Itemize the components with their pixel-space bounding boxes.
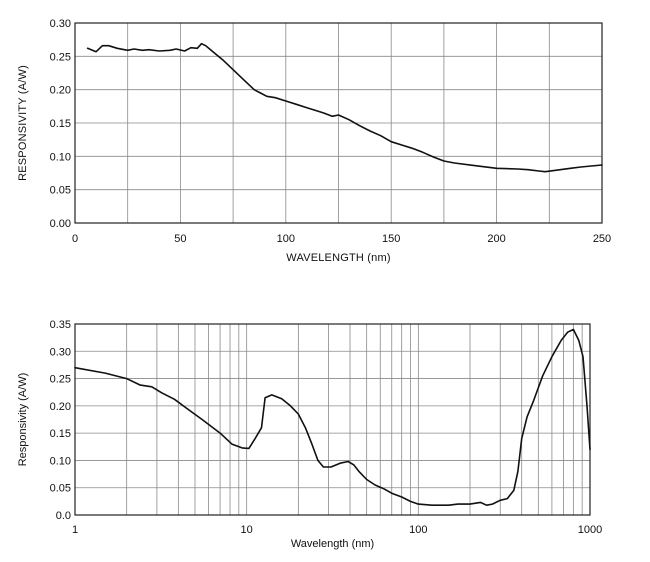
- y-tick-label: 0.15: [50, 118, 71, 130]
- x-tick-label: 200: [487, 233, 505, 245]
- x-tick-label: 250: [593, 233, 611, 245]
- y-tick-label: 0.05: [50, 483, 71, 495]
- y-tick-label: 0.10: [50, 151, 71, 163]
- y-tick-label: 0.15: [50, 428, 71, 440]
- x-tick-label: 100: [409, 524, 427, 536]
- responsivity-series-line: [86, 42, 603, 173]
- x-tick-label: 1: [72, 524, 78, 536]
- x-tick-label: 50: [174, 233, 186, 245]
- y-tick-label: 0.30: [50, 18, 71, 30]
- y-tick-label: 0.05: [50, 185, 71, 197]
- y-tick-label: 0.25: [50, 374, 71, 386]
- plot-frame: [74, 323, 591, 516]
- x-tick-label: 150: [382, 233, 400, 245]
- y-tick-label: 0.20: [50, 401, 71, 413]
- responsivity-series-line: [74, 328, 591, 506]
- y-tick-label: 0.20: [50, 85, 71, 97]
- y-tick-label: 0.00: [50, 218, 71, 230]
- y-tick-label: 0.35: [50, 319, 71, 331]
- chart-top-responsivity-linear: 0 50 100 150 200 250 0.00 0.05 0.10 0.15 0.20 0.25 0…: [17, 18, 611, 264]
- x-tick-label: 0: [72, 233, 78, 245]
- plot-frame: [74, 22, 603, 224]
- y-tick-label: 0.25: [50, 51, 71, 63]
- x-axis-title: WAVELENGTH (nm): [286, 252, 390, 264]
- x-tick-label: 100: [277, 233, 295, 245]
- y-axis-title: RESPONSIVITY (A/W): [17, 65, 29, 181]
- y-tick-label: 0.30: [50, 346, 71, 358]
- x-axis-title: Wavelength (nm): [291, 538, 374, 550]
- x-tick-label: 1000: [578, 524, 602, 536]
- y-tick-label: 0.0: [56, 510, 71, 522]
- y-axis-title: Responsivity (A/W): [17, 373, 29, 467]
- chart-bottom-responsivity-log: 1 10 100 1000 0.0 0.05 0.10 0.15 0.20 0.25 0.30 0.3…: [17, 319, 602, 550]
- x-tick-label: 10: [241, 524, 253, 536]
- y-tick-label: 0.10: [50, 455, 71, 467]
